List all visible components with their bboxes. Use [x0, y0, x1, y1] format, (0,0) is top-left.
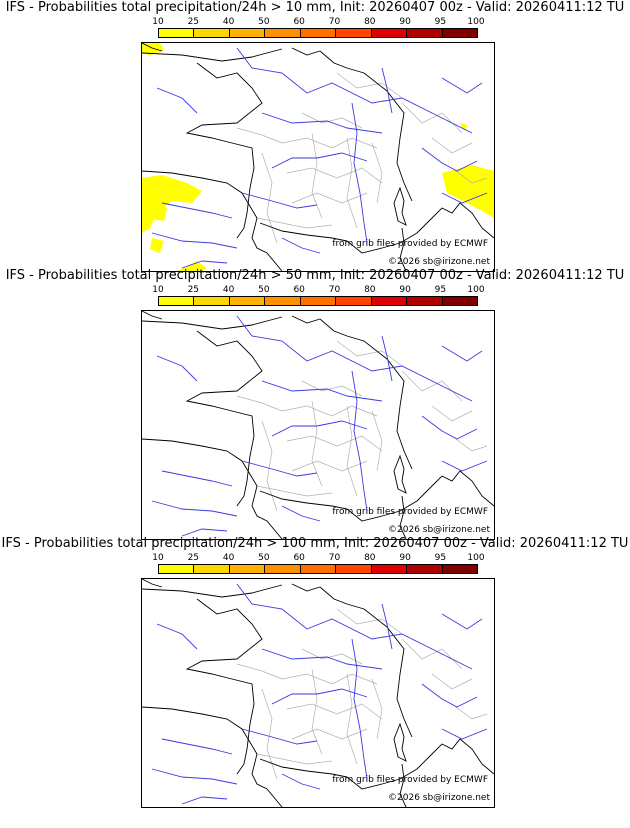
precip-probability-area	[142, 175, 202, 233]
colorbar-tick-label: 100	[467, 17, 485, 27]
colorbar-segment	[264, 297, 300, 305]
coastlines	[142, 43, 494, 271]
colorbar-segment	[264, 565, 300, 573]
copyright-credit: ©2026 sb@irizone.net	[388, 793, 490, 803]
colorbar-segment	[370, 297, 407, 305]
colorbar-tick-label: 90	[399, 285, 411, 295]
precip-probability-area	[150, 238, 164, 253]
probability-map: from grib files provided by ECMWF ©2026 …	[141, 578, 495, 808]
colorbar-segment	[193, 297, 229, 305]
colorbar-segment	[228, 565, 265, 573]
colorbar-tick-label: 60	[293, 553, 305, 563]
probability-map: from grib files provided by ECMWF ©2026 …	[141, 310, 495, 540]
probability-map: from grib files provided by ECMWF ©2026 …	[141, 42, 495, 272]
colorbar-labels: 10 25 40 50 60 70 80 90 95 100	[152, 285, 484, 296]
country-borders	[142, 316, 413, 510]
colorbar-segment	[441, 29, 477, 37]
colorbar-tick-label: 100	[467, 553, 485, 563]
rivers	[151, 47, 488, 269]
precip-area-layer	[142, 43, 494, 271]
country-borders	[142, 48, 413, 242]
panel-title: IFS - Probabilities total precipitation/…	[1, 536, 629, 551]
regional-borders	[236, 72, 488, 244]
colorbar-tick-label: 10	[152, 17, 164, 27]
colorbar-segment	[335, 565, 371, 573]
source-credit: from grib files provided by ECMWF	[332, 507, 488, 517]
colorbar-segment	[193, 29, 229, 37]
coastlines	[142, 311, 494, 539]
colorbar-tick-label: 95	[434, 285, 447, 295]
colorbar	[158, 296, 478, 306]
colorbar-segment	[441, 565, 477, 573]
colorbar-tick-label: 10	[152, 553, 164, 563]
colorbar-segment	[335, 297, 371, 305]
map-canvas	[142, 311, 494, 539]
colorbar-segment	[159, 29, 194, 37]
forecast-panel: IFS - Probabilities total precipitation/…	[0, 268, 630, 540]
colorbar-segment	[406, 565, 442, 573]
colorbar-tick-label: 10	[152, 285, 164, 295]
colorbar-segment	[159, 565, 194, 573]
colorbar-tick-label: 40	[222, 17, 235, 27]
colorbar-tick-label: 90	[399, 553, 411, 563]
map-canvas	[142, 579, 494, 807]
source-credit: from grib files provided by ECMWF	[332, 775, 488, 785]
regional-borders	[236, 340, 488, 512]
colorbar-labels: 10 25 40 50 60 70 80 90 95 100	[152, 17, 484, 28]
colorbar-tick-label: 40	[222, 553, 235, 563]
colorbar-segment	[299, 29, 336, 37]
colorbar-segment	[228, 297, 265, 305]
colorbar-segment	[193, 565, 229, 573]
precip-probability-area	[442, 165, 494, 218]
colorbar-tick-label: 25	[187, 285, 200, 295]
colorbar	[158, 28, 478, 38]
colorbar-tick-label: 80	[364, 17, 376, 27]
colorbar-tick-label: 95	[434, 17, 447, 27]
coastlines	[142, 579, 494, 807]
colorbar-tick-label: 25	[187, 553, 200, 563]
rivers	[151, 315, 488, 537]
precip-probability-area	[460, 123, 468, 131]
colorbar-tick-label: 70	[328, 285, 341, 295]
colorbar-segment	[159, 297, 194, 305]
forecast-panel: IFS - Probabilities total precipitation/…	[0, 536, 630, 808]
colorbar-tick-label: 60	[293, 285, 305, 295]
colorbar-tick-label: 50	[258, 285, 270, 295]
colorbar-labels: 10 25 40 50 60 70 80 90 95 100	[152, 553, 484, 564]
colorbar-segment	[228, 29, 265, 37]
colorbar	[158, 564, 478, 574]
colorbar-tick-label: 80	[364, 553, 376, 563]
colorbar-tick-label: 90	[399, 17, 411, 27]
map-canvas	[142, 43, 494, 271]
panel-title: IFS - Probabilities total precipitation/…	[5, 0, 625, 15]
colorbar-segment	[370, 565, 407, 573]
rivers	[151, 583, 488, 805]
colorbar-segment	[370, 29, 407, 37]
panel-title: IFS - Probabilities total precipitation/…	[5, 268, 625, 283]
colorbar-tick-label: 100	[467, 285, 485, 295]
colorbar-segment	[406, 29, 442, 37]
colorbar-tick-label: 80	[364, 285, 376, 295]
precip-probability-area	[152, 203, 167, 221]
colorbar-segment	[406, 297, 442, 305]
country-borders	[142, 584, 413, 778]
colorbar-tick-label: 40	[222, 285, 235, 295]
colorbar-segment	[299, 565, 336, 573]
precip-probability-area	[177, 261, 207, 271]
copyright-credit: ©2026 sb@irizone.net	[388, 525, 490, 535]
colorbar-segment	[441, 297, 477, 305]
copyright-credit: ©2026 sb@irizone.net	[388, 257, 490, 267]
colorbar-tick-label: 70	[328, 553, 341, 563]
colorbar-tick-label: 25	[187, 17, 200, 27]
colorbar-tick-label: 50	[258, 17, 270, 27]
forecast-panel: IFS - Probabilities total precipitation/…	[0, 0, 630, 272]
colorbar-tick-label: 50	[258, 553, 270, 563]
colorbar-segment	[264, 29, 300, 37]
colorbar-segment	[299, 297, 336, 305]
colorbar-tick-label: 95	[434, 553, 447, 563]
source-credit: from grib files provided by ECMWF	[332, 239, 488, 249]
colorbar-tick-label: 70	[328, 17, 341, 27]
colorbar-segment	[335, 29, 371, 37]
colorbar-tick-label: 60	[293, 17, 305, 27]
